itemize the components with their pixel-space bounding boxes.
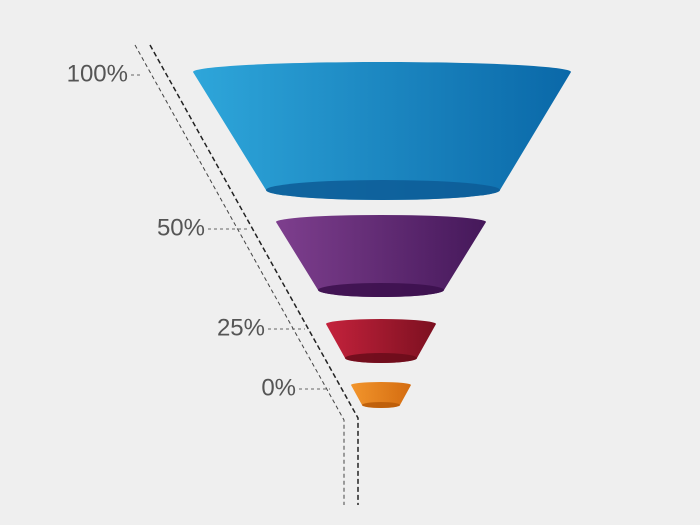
segment-label: 50% <box>157 214 205 241</box>
segment-rim <box>362 402 400 408</box>
funnel-segment <box>276 215 486 297</box>
segment-label: 25% <box>217 314 265 341</box>
funnel-segment <box>193 62 571 200</box>
guide-line <box>149 44 359 505</box>
funnel-segment <box>326 319 436 363</box>
funnel-segment <box>351 382 411 408</box>
segment-label: 100% <box>67 60 128 87</box>
segment-rim <box>318 283 444 297</box>
segment-rim <box>266 180 500 200</box>
segment-label: 0% <box>261 374 296 401</box>
guide-line <box>134 44 345 505</box>
segment-rim <box>345 353 417 363</box>
